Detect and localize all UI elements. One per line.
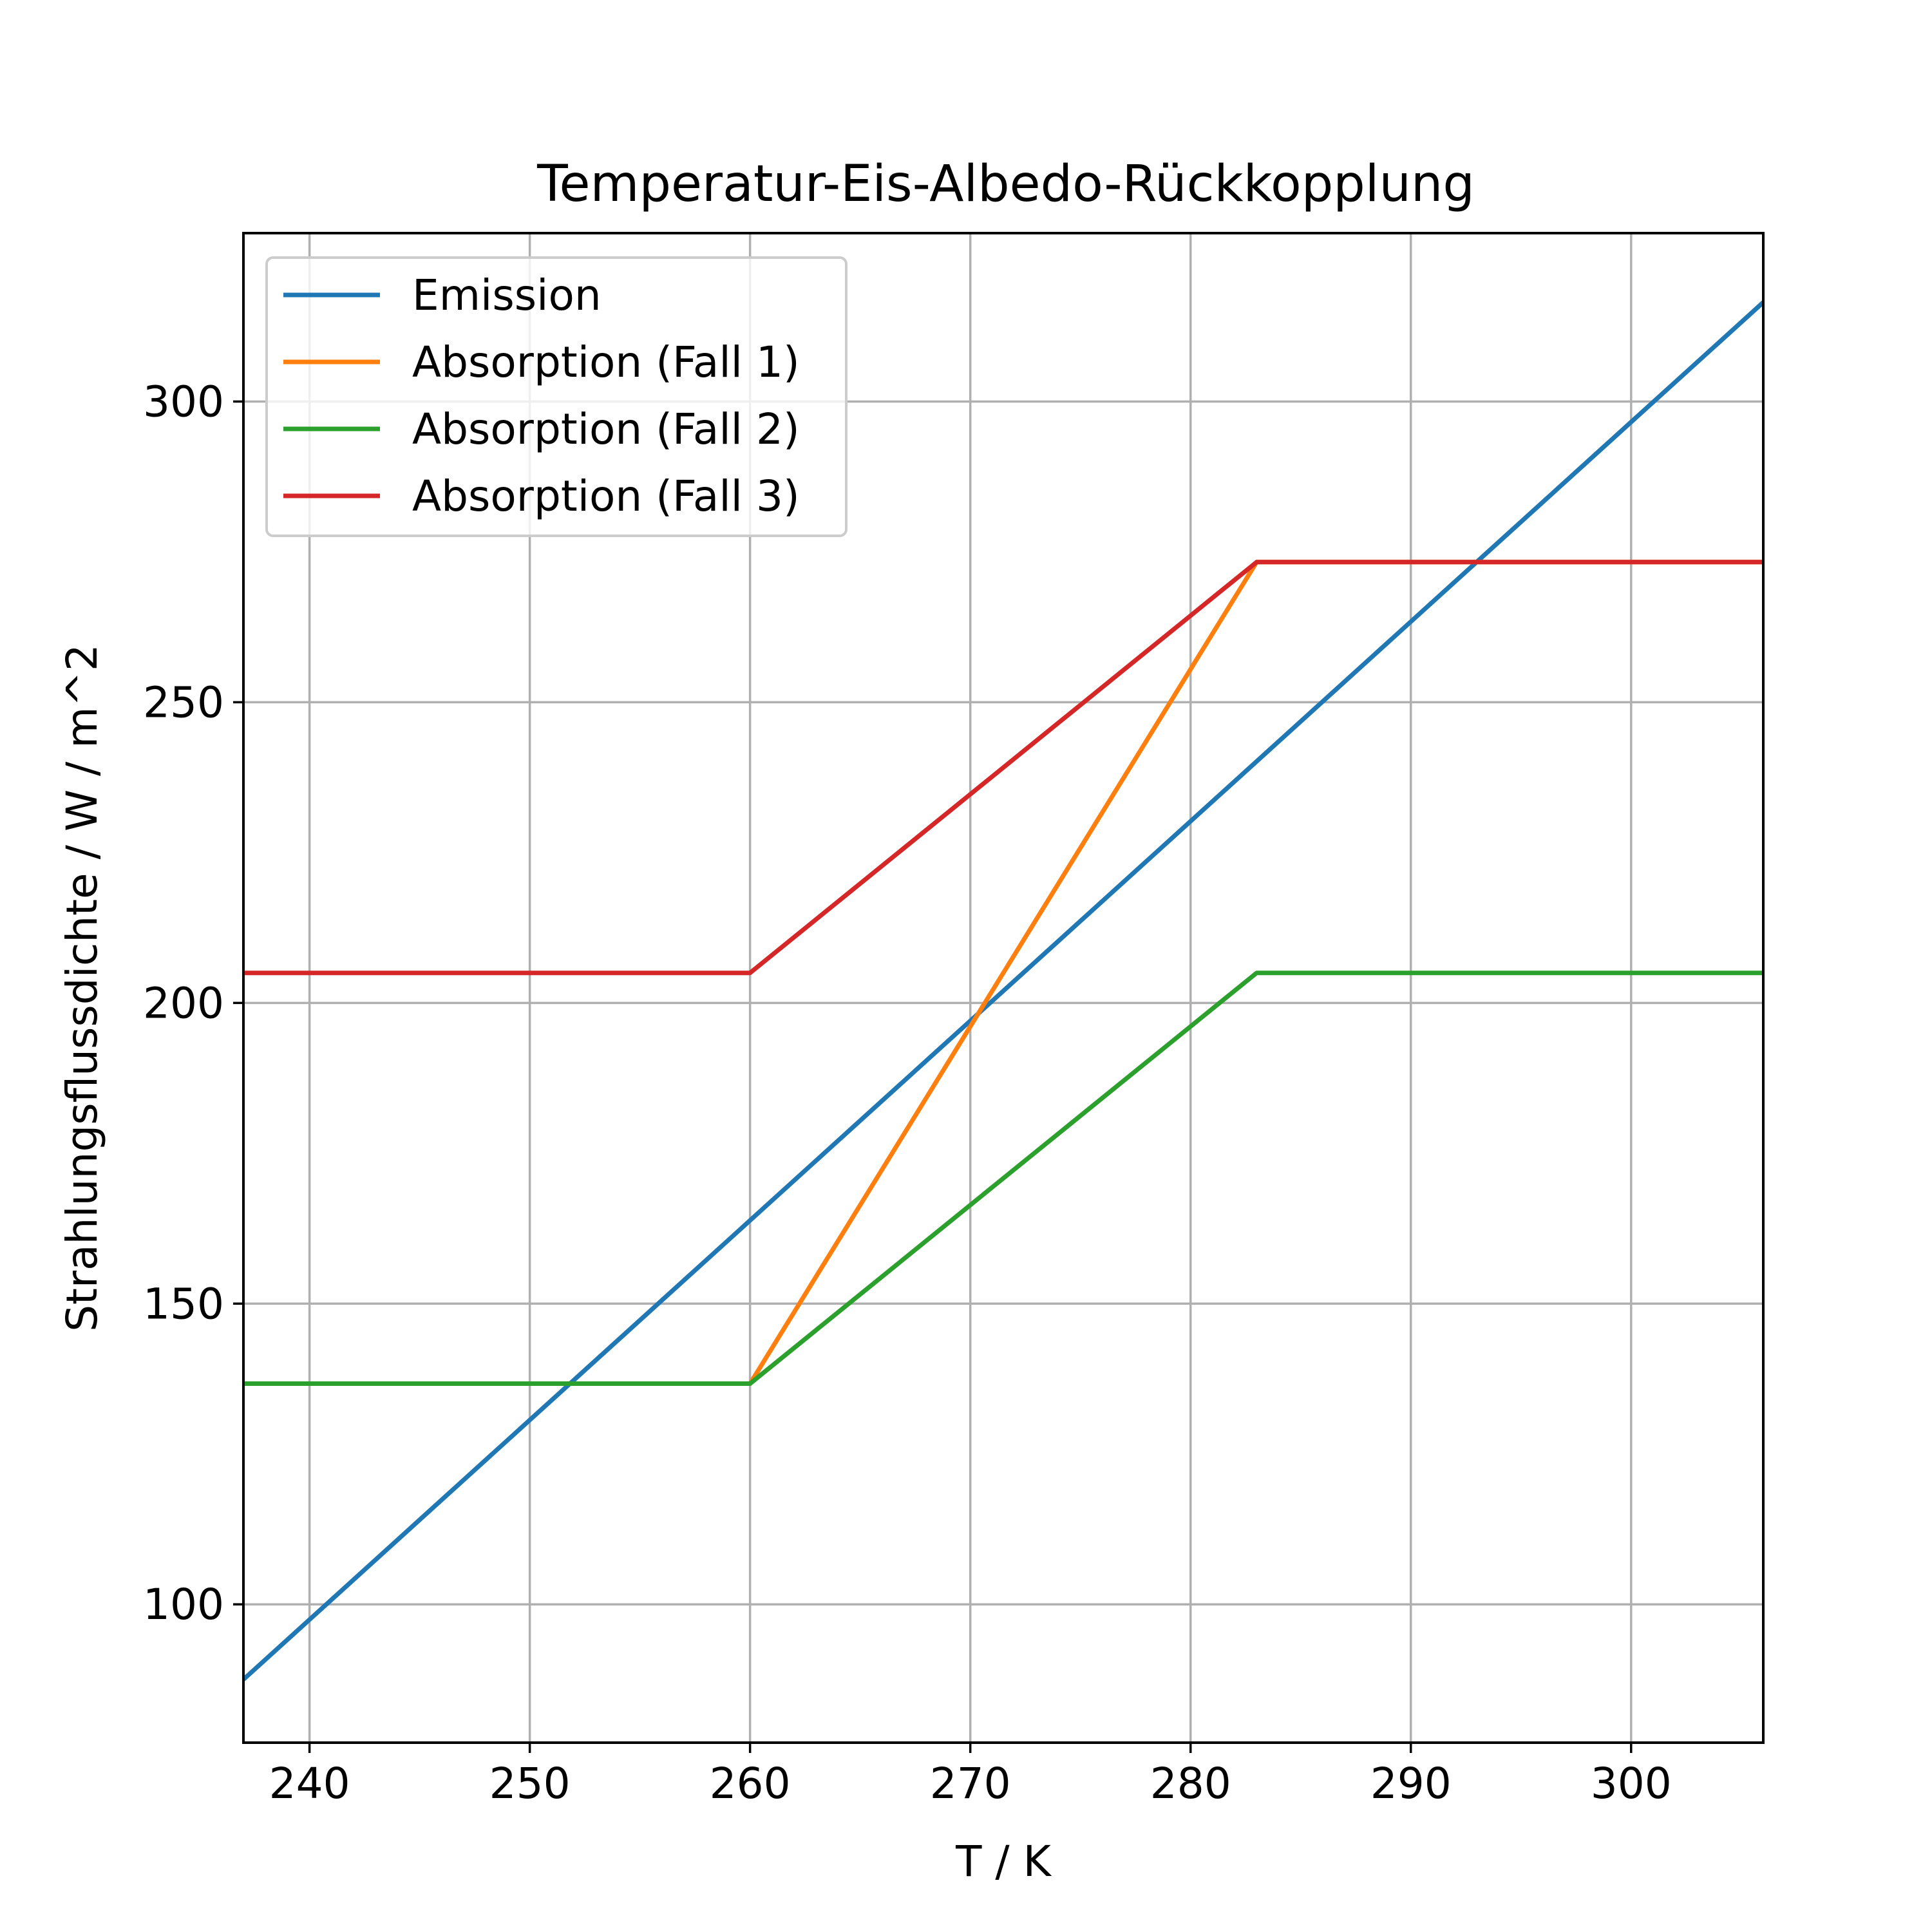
y-tick-label: 100 bbox=[143, 1580, 224, 1629]
series-line-3 bbox=[243, 971, 1763, 1386]
x-tick-label: 240 bbox=[269, 1759, 350, 1808]
axes-frame bbox=[242, 232, 1765, 1744]
legend-label: Emission bbox=[412, 270, 601, 320]
y-axis-label: Strahlungsflussdichte / W / m^2 bbox=[57, 644, 107, 1332]
legend-label: Absorption (Fall 2) bbox=[412, 404, 800, 454]
x-tick-label: 250 bbox=[489, 1759, 571, 1808]
series-line-1 bbox=[243, 300, 1763, 1681]
x-tick-label: 290 bbox=[1370, 1759, 1452, 1808]
x-tick-label: 280 bbox=[1150, 1759, 1231, 1808]
legend-label: Absorption (Fall 1) bbox=[412, 337, 800, 387]
series-line-4 bbox=[243, 560, 1763, 976]
x-tick-label: 260 bbox=[710, 1759, 791, 1808]
ticks: 240 250 260 270 280 290 300 100 150 200 250 300 bbox=[143, 377, 1672, 1808]
x-tick-label: 270 bbox=[930, 1759, 1011, 1808]
legend-label: Absorption (Fall 3) bbox=[412, 471, 800, 521]
series-layer bbox=[243, 300, 1763, 1681]
y-tick-label: 150 bbox=[143, 1279, 224, 1329]
chart-title: Temperatur-Eis-Albedo-Rückkopplung bbox=[536, 155, 1475, 213]
y-tick-label: 200 bbox=[143, 978, 224, 1028]
legend: Emission Absorption (Fall 1) Absorption (F… bbox=[265, 256, 848, 537]
x-tick-label: 300 bbox=[1591, 1759, 1672, 1808]
y-tick-label: 300 bbox=[143, 377, 224, 426]
legend-box bbox=[265, 256, 848, 537]
x-axis-label: T / K bbox=[955, 1837, 1052, 1886]
y-tick-label: 250 bbox=[143, 677, 224, 727]
